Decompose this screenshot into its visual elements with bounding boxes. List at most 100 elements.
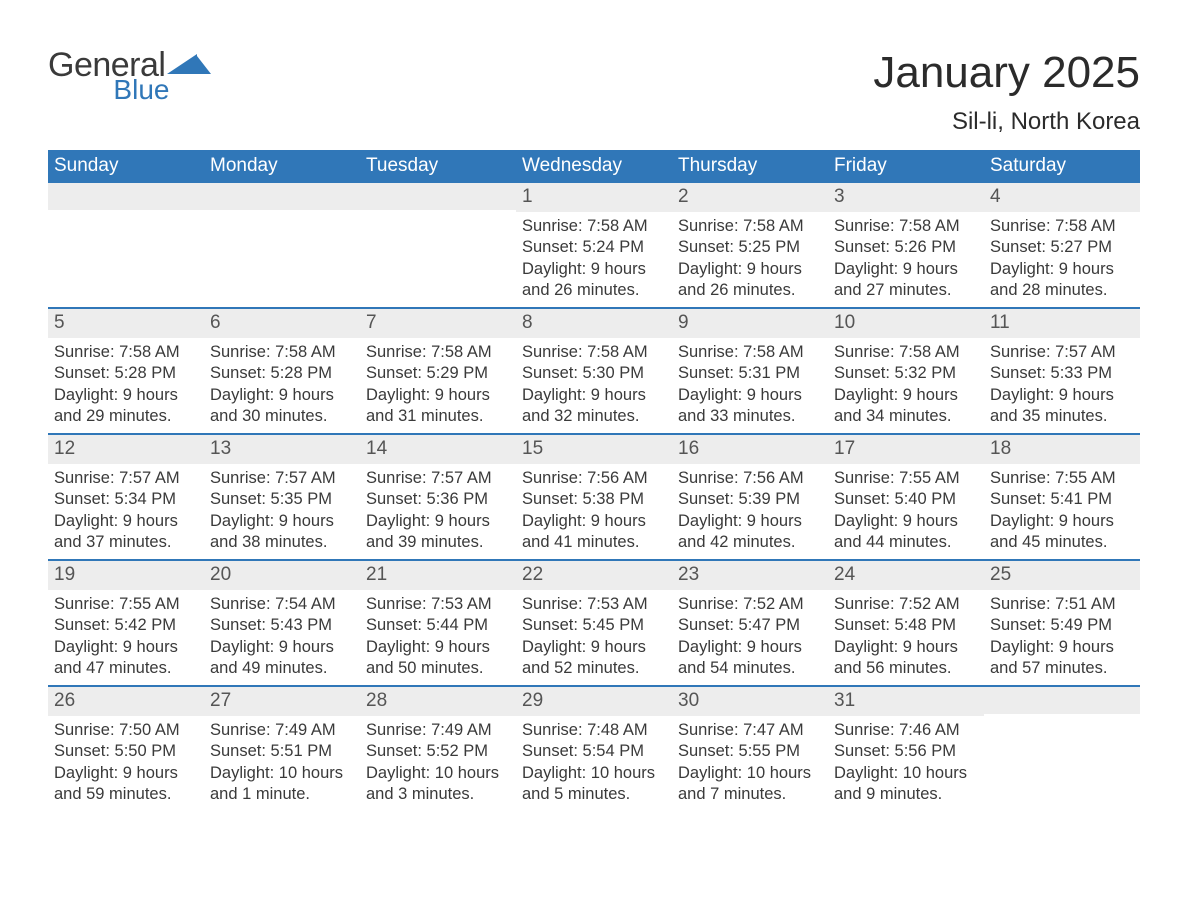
day-body: Sunrise: 7:56 AMSunset: 5:39 PMDaylight:… xyxy=(672,464,828,558)
day-cell: 11Sunrise: 7:57 AMSunset: 5:33 PMDayligh… xyxy=(984,309,1140,433)
day-number: 5 xyxy=(48,309,204,338)
sunset-line: Sunset: 5:33 PM xyxy=(990,363,1134,384)
sunset-line: Sunset: 5:30 PM xyxy=(522,363,666,384)
day-body: Sunrise: 7:52 AMSunset: 5:47 PMDaylight:… xyxy=(672,590,828,684)
sunrise-line: Sunrise: 7:52 AM xyxy=(678,594,822,615)
dl2-line: and 33 minutes. xyxy=(678,406,822,427)
day-cell: 24Sunrise: 7:52 AMSunset: 5:48 PMDayligh… xyxy=(828,561,984,685)
sunrise-line: Sunrise: 7:58 AM xyxy=(522,342,666,363)
day-body: Sunrise: 7:50 AMSunset: 5:50 PMDaylight:… xyxy=(48,716,204,810)
day-cell: 4Sunrise: 7:58 AMSunset: 5:27 PMDaylight… xyxy=(984,183,1140,307)
day-cell: 27Sunrise: 7:49 AMSunset: 5:51 PMDayligh… xyxy=(204,687,360,811)
day-cell: 16Sunrise: 7:56 AMSunset: 5:39 PMDayligh… xyxy=(672,435,828,559)
dl1-line: Daylight: 9 hours xyxy=(834,637,978,658)
day-cell: 6Sunrise: 7:58 AMSunset: 5:28 PMDaylight… xyxy=(204,309,360,433)
day-body: Sunrise: 7:57 AMSunset: 5:33 PMDaylight:… xyxy=(984,338,1140,432)
day-body: Sunrise: 7:58 AMSunset: 5:26 PMDaylight:… xyxy=(828,212,984,306)
weekday-header: Saturday xyxy=(984,150,1140,183)
dl2-line: and 37 minutes. xyxy=(54,532,198,553)
sunset-line: Sunset: 5:47 PM xyxy=(678,615,822,636)
dl1-line: Daylight: 9 hours xyxy=(210,385,354,406)
sunset-line: Sunset: 5:45 PM xyxy=(522,615,666,636)
day-number xyxy=(48,183,204,210)
day-cell xyxy=(48,183,204,307)
dl2-line: and 9 minutes. xyxy=(834,784,978,805)
dl1-line: Daylight: 9 hours xyxy=(522,385,666,406)
day-body: Sunrise: 7:58 AMSunset: 5:25 PMDaylight:… xyxy=(672,212,828,306)
dl2-line: and 54 minutes. xyxy=(678,658,822,679)
dl2-line: and 3 minutes. xyxy=(366,784,510,805)
week-row: 5Sunrise: 7:58 AMSunset: 5:28 PMDaylight… xyxy=(48,307,1140,433)
day-number: 11 xyxy=(984,309,1140,338)
dl1-line: Daylight: 9 hours xyxy=(834,511,978,532)
day-number: 28 xyxy=(360,687,516,716)
day-cell: 2Sunrise: 7:58 AMSunset: 5:25 PMDaylight… xyxy=(672,183,828,307)
day-body: Sunrise: 7:55 AMSunset: 5:42 PMDaylight:… xyxy=(48,590,204,684)
dl1-line: Daylight: 9 hours xyxy=(366,637,510,658)
week-row: 1 Sunrise: 7:58 AM Sunset: 5:24 PM Daylight… xyxy=(48,183,1140,307)
sunrise-line: Sunrise: 7:58 AM xyxy=(678,216,822,237)
dl2-line: and 28 minutes. xyxy=(990,280,1134,301)
day-number: 15 xyxy=(516,435,672,464)
day-number: 27 xyxy=(204,687,360,716)
day-number: 1 xyxy=(516,183,672,212)
day-number: 12 xyxy=(48,435,204,464)
day-number xyxy=(984,687,1140,714)
dl2-line: and 30 minutes. xyxy=(210,406,354,427)
day-cell: 20Sunrise: 7:54 AMSunset: 5:43 PMDayligh… xyxy=(204,561,360,685)
sunset-line: Sunset: 5:56 PM xyxy=(834,741,978,762)
weekday-header: Friday xyxy=(828,150,984,183)
dl1-line: Daylight: 9 hours xyxy=(54,385,198,406)
day-number: 3 xyxy=(828,183,984,212)
sunset-line: Sunset: 5:27 PM xyxy=(990,237,1134,258)
sunset-line: Sunset: 5:26 PM xyxy=(834,237,978,258)
dl2-line: and 47 minutes. xyxy=(54,658,198,679)
weeks-container: 1 Sunrise: 7:58 AM Sunset: 5:24 PM Daylight… xyxy=(48,183,1140,811)
dl2-line: and 26 minutes. xyxy=(522,280,666,301)
sunrise-line: Sunrise: 7:58 AM xyxy=(678,342,822,363)
dl1-line: Daylight: 9 hours xyxy=(366,385,510,406)
logo-word-blue: Blue xyxy=(113,76,169,104)
sunrise-line: Sunrise: 7:57 AM xyxy=(210,468,354,489)
dl2-line: and 45 minutes. xyxy=(990,532,1134,553)
day-cell xyxy=(984,687,1140,811)
weekday-header: Monday xyxy=(204,150,360,183)
dl1-line: Daylight: 10 hours xyxy=(210,763,354,784)
week-row: 12Sunrise: 7:57 AMSunset: 5:34 PMDayligh… xyxy=(48,433,1140,559)
day-body: Sunrise: 7:53 AMSunset: 5:45 PMDaylight:… xyxy=(516,590,672,684)
dl1-line: Daylight: 9 hours xyxy=(210,511,354,532)
day-body: Sunrise: 7:58 AMSunset: 5:31 PMDaylight:… xyxy=(672,338,828,432)
day-body: Sunrise: 7:58 AMSunset: 5:27 PMDaylight:… xyxy=(984,212,1140,306)
dl1-line: Daylight: 10 hours xyxy=(678,763,822,784)
sunrise-line: Sunrise: 7:48 AM xyxy=(522,720,666,741)
day-number: 30 xyxy=(672,687,828,716)
day-cell: 18Sunrise: 7:55 AMSunset: 5:41 PMDayligh… xyxy=(984,435,1140,559)
sunrise-line: Sunrise: 7:55 AM xyxy=(834,468,978,489)
header-area: General Blue January 2025 Sil-li, North … xyxy=(48,48,1140,136)
sunrise-line: Sunrise: 7:58 AM xyxy=(54,342,198,363)
day-cell: 1Sunrise: 7:58 AMSunset: 5:24 PMDaylight… xyxy=(516,183,672,307)
day-body: Sunrise: 7:58 AMSunset: 5:32 PMDaylight:… xyxy=(828,338,984,432)
weekday-header: Sunday xyxy=(48,150,204,183)
sunset-line: Sunset: 5:40 PM xyxy=(834,489,978,510)
dl2-line: and 27 minutes. xyxy=(834,280,978,301)
sunrise-line: Sunrise: 7:49 AM xyxy=(366,720,510,741)
sunrise-line: Sunrise: 7:56 AM xyxy=(522,468,666,489)
dl2-line: and 59 minutes. xyxy=(54,784,198,805)
dl1-line: Daylight: 9 hours xyxy=(522,637,666,658)
dl2-line: and 1 minute. xyxy=(210,784,354,805)
sunset-line: Sunset: 5:28 PM xyxy=(210,363,354,384)
dl1-line: Daylight: 9 hours xyxy=(834,385,978,406)
dl1-line: Daylight: 9 hours xyxy=(678,259,822,280)
sunset-line: Sunset: 5:38 PM xyxy=(522,489,666,510)
day-number: 21 xyxy=(360,561,516,590)
dl2-line: and 41 minutes. xyxy=(522,532,666,553)
sunset-line: Sunset: 5:24 PM xyxy=(522,237,666,258)
sunrise-line: Sunrise: 7:56 AM xyxy=(678,468,822,489)
day-body: Sunrise: 7:54 AMSunset: 5:43 PMDaylight:… xyxy=(204,590,360,684)
day-body: Sunrise: 7:58 AMSunset: 5:30 PMDaylight:… xyxy=(516,338,672,432)
day-body: Sunrise: 7:57 AMSunset: 5:34 PMDaylight:… xyxy=(48,464,204,558)
day-body: Sunrise: 7:49 AMSunset: 5:52 PMDaylight:… xyxy=(360,716,516,810)
sunset-line: Sunset: 5:49 PM xyxy=(990,615,1134,636)
dl1-line: Daylight: 9 hours xyxy=(678,637,822,658)
